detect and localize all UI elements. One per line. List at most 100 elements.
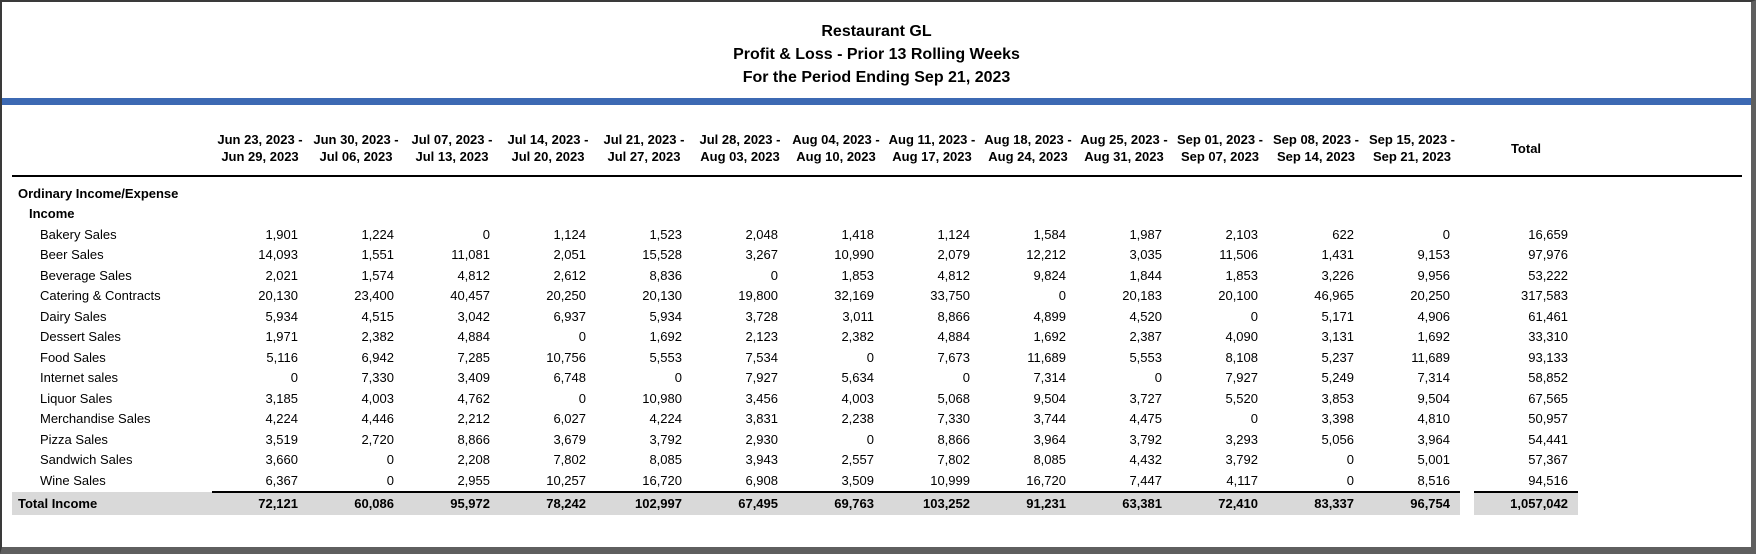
cell-value: 7,802 — [553, 452, 586, 468]
cell-value: 8,085 — [649, 452, 682, 468]
cell-value: 15,528 — [642, 247, 682, 263]
total-cell-value: 78,242 — [500, 490, 596, 515]
cell-value: 9,153 — [1417, 247, 1450, 263]
total-cell-value: 69,763 — [788, 490, 884, 515]
cell-value: 1,692 — [1417, 329, 1450, 345]
cell-value: 12,212 — [1026, 247, 1066, 263]
cell-value: 40,457 — [450, 288, 490, 304]
filler-cell — [1578, 450, 1742, 471]
cell-value: 10,756 — [546, 349, 586, 365]
cell-value: 0 — [1346, 452, 1354, 468]
row-label: Dessert Sales — [40, 329, 121, 345]
row-label: Food Sales — [40, 349, 106, 365]
row-label: Liquor Sales — [40, 390, 113, 406]
row-label: Sandwich Sales — [40, 452, 133, 468]
total-cell-value: 102,997 — [596, 490, 692, 515]
cell-value: 8,108 — [1225, 349, 1258, 365]
cell-value: 6,027 — [553, 411, 586, 427]
cell-value: 6,908 — [745, 472, 778, 488]
table-row: Food Sales 5,116 6,942 7,285 10,756 5,553 7,53… — [12, 347, 1742, 368]
cell-value: 5,520 — [1225, 390, 1258, 406]
section-label: Income — [29, 206, 75, 222]
gap-cell — [1460, 347, 1474, 368]
cell-value: 0 — [1346, 472, 1354, 488]
report-body: Jun 23, 2023 - Jun 29, 2023 Jun 30, 2023 -… — [2, 117, 1751, 515]
cell-value: 3,964 — [1417, 431, 1450, 447]
cell-value: 9,956 — [1417, 267, 1450, 283]
cell-value: 7,314 — [1417, 370, 1450, 386]
week-column-header-5: Jul 21, 2023 - Jul 27, 2023 — [596, 117, 692, 177]
header-gap — [1460, 117, 1474, 177]
gap-cell — [1460, 286, 1474, 307]
row-total-value: 57,367 — [1528, 452, 1568, 468]
total-cell-value: 95,972 — [404, 490, 500, 515]
row-total-value: 93,133 — [1528, 349, 1568, 365]
cell-value: 5,553 — [1129, 349, 1162, 365]
row-total-value: 61,461 — [1528, 308, 1568, 324]
cell-value: 0 — [290, 370, 298, 386]
gap-cell — [1460, 245, 1474, 266]
cell-value: 3,792 — [1225, 452, 1258, 468]
cell-value: 5,056 — [1321, 431, 1354, 447]
cell-value: 4,446 — [361, 411, 394, 427]
cell-value: 4,432 — [1129, 452, 1162, 468]
table-row: Sandwich Sales 3,660 0 2,208 7,802 8,085 3,943… — [12, 450, 1742, 471]
cell-value: 0 — [1442, 226, 1450, 242]
filler-cell — [1578, 327, 1742, 348]
cell-value: 9,504 — [1417, 390, 1450, 406]
cell-value: 7,673 — [937, 349, 970, 365]
row-label: Wine Sales — [40, 473, 106, 489]
cell-value: 7,285 — [457, 349, 490, 365]
cell-value: 4,117 — [1226, 472, 1258, 488]
cell-value: 7,330 — [361, 370, 394, 386]
filler-cell — [1578, 491, 1742, 515]
header-filler — [1578, 117, 1742, 177]
cell-value: 33,750 — [930, 288, 970, 304]
gap-cell — [1460, 388, 1474, 409]
cell-value: 5,934 — [265, 308, 298, 324]
cell-value: 32,169 — [834, 288, 874, 304]
cell-value: 1,418 — [841, 226, 874, 242]
cell-value: 1,523 — [649, 226, 682, 242]
table-row: Dessert Sales 1,971 2,382 4,884 0 1,692 2,123 2… — [12, 327, 1742, 348]
cell-value: 1,844 — [1129, 267, 1162, 283]
cell-value: 7,447 — [1129, 472, 1162, 488]
cell-value: 3,831 — [745, 411, 778, 427]
gap-cell — [1460, 306, 1474, 327]
cell-value: 5,068 — [937, 390, 970, 406]
total-cell-value: 72,121 — [212, 490, 308, 515]
cell-value: 3,728 — [745, 308, 778, 324]
table-row: Liquor Sales 3,185 4,003 4,762 0 10,980 3,456 4… — [12, 388, 1742, 409]
gap-cell — [1460, 491, 1474, 515]
cell-value: 0 — [770, 267, 778, 283]
cell-value: 3,226 — [1321, 267, 1354, 283]
cell-value: 20,130 — [258, 288, 298, 304]
cell-value: 3,853 — [1321, 390, 1354, 406]
cell-value: 4,475 — [1129, 411, 1162, 427]
filler-cell — [1578, 470, 1742, 492]
table-row: Bakery Sales 1,901 1,224 0 1,124 1,523 2,048 1,… — [12, 224, 1742, 245]
filler-cell — [1578, 224, 1742, 245]
cell-value: 8,866 — [937, 431, 970, 447]
cell-value: 5,171 — [1321, 308, 1354, 324]
cell-value: 3,679 — [553, 431, 586, 447]
cell-value: 0 — [1250, 308, 1258, 324]
cell-value: 3,744 — [1033, 411, 1066, 427]
table-header: Jun 23, 2023 - Jun 29, 2023 Jun 30, 2023 -… — [12, 117, 1742, 177]
cell-value: 2,557 — [841, 452, 874, 468]
cell-value: 1,224 — [361, 226, 394, 242]
cell-value: 0 — [1250, 411, 1258, 427]
week-column-header-7: Aug 04, 2023 - Aug 10, 2023 — [788, 117, 884, 177]
cell-value: 4,884 — [457, 329, 490, 345]
cell-value: 23,400 — [354, 288, 394, 304]
cell-value: 5,634 — [841, 370, 874, 386]
cell-value: 0 — [578, 329, 586, 345]
cell-value: 3,660 — [265, 452, 298, 468]
cell-value: 1,692 — [649, 329, 682, 345]
row-total-value: 50,957 — [1528, 411, 1568, 427]
report-subtitle: Profit & Loss - Prior 13 Rolling Weeks — [733, 46, 1020, 63]
table-row: Dairy Sales 5,934 4,515 3,042 6,937 5,934 3,72… — [12, 306, 1742, 327]
cell-value: 1,584 — [1033, 226, 1066, 242]
cell-value: 4,812 — [457, 267, 490, 283]
cell-value: 4,003 — [361, 390, 394, 406]
